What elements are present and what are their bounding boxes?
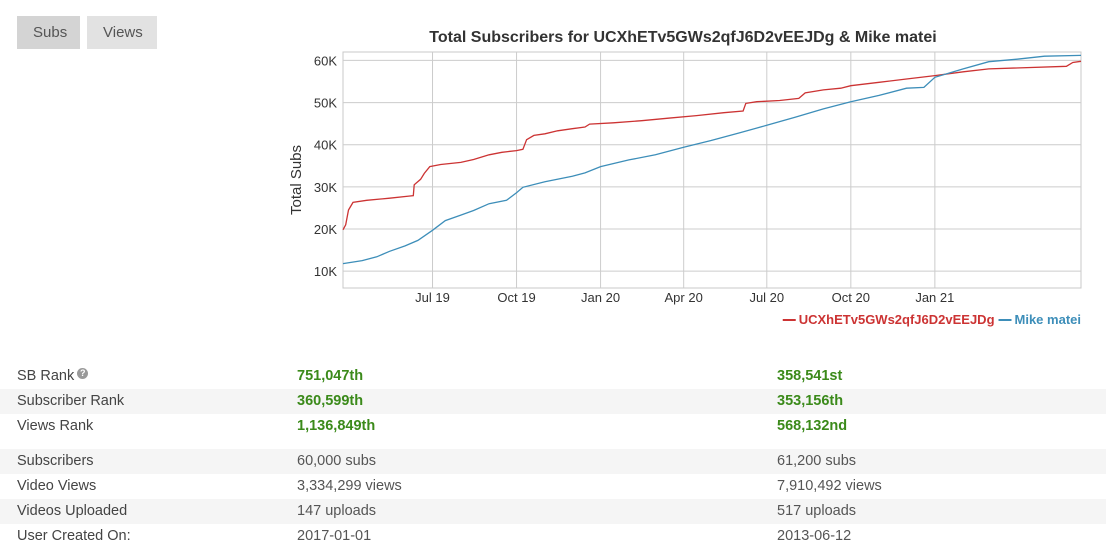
row-label: SB Rank? [17,364,89,389]
table-row: Videos Uploaded 147 uploads 517 uploads [0,499,1106,524]
table-row: Views Rank 1,136,849th 568,132nd [0,414,1106,439]
legend-label: UCXhETv5GWs2qfJ6D2vEEJDg [799,312,995,327]
row-label: Subscriber Rank [17,393,125,409]
stats-table: SB Rank? 751,047th 358,541st Subscriber … [0,364,1106,549]
x-tick-label: Jan 20 [581,290,620,305]
value-channel-1: 1,136,849th [297,418,376,434]
x-tick-label: Jul 20 [749,290,784,305]
chart-legend: Mike matei UCXhETv5GWs2qfJ6D2vEEJDg [782,312,1081,327]
series-line [342,54,1082,265]
value-channel-2: 2013-06-12 [777,528,852,544]
table-row: Subscribers 60,000 subs 61,200 subs [0,449,1106,474]
x-tick-label: Jan 21 [915,290,954,305]
tab-views[interactable]: Views [87,16,157,49]
value-channel-2: 358,541st [777,368,843,384]
chart-series [342,54,1082,265]
legend-label: Mike matei [1015,312,1081,327]
series-line [342,60,1082,231]
table-row: Subscriber Rank 360,599th 353,156th [0,389,1106,414]
chart-grid [342,51,1082,289]
value-channel-2: 568,132nd [777,418,848,434]
x-axis: Jul 19 Oct 19 Jan 20 Apr 20 Jul 20 Oct 20 Jan … [415,290,954,305]
y-tick-label: 50K [314,96,337,111]
plot-area [342,51,1082,289]
value-channel-2: 353,156th [777,393,844,409]
row-label: Videos Uploaded [17,503,128,519]
table-row: User Created On: 2017-01-01 2013-06-12 [0,524,1106,549]
value-channel-1: 751,047th [297,368,364,384]
value-channel-1: 60,000 subs [297,453,377,469]
x-tick-label: Jul 19 [415,290,450,305]
help-icon[interactable]: ? [77,368,89,379]
row-label: Subscribers [17,453,94,469]
value-channel-2: 61,200 subs [777,453,857,469]
y-tick-label: 60K [314,53,337,68]
value-channel-1: 2017-01-01 [297,528,372,544]
value-channel-2: 517 uploads [777,503,857,519]
row-label: Video Views [17,478,97,494]
x-tick-label: Oct 19 [497,290,535,305]
y-tick-label: 10K [314,264,337,279]
subscribers-chart: Total Subscribers for UCXhETv5GWs2qfJ6D2… [288,29,1082,327]
row-label: Views Rank [17,418,94,434]
y-tick-label: 20K [314,222,337,237]
y-axis: 10K 20K 30K 40K 50K 60K [314,53,337,279]
x-tick-label: Apr 20 [665,290,703,305]
tab-subs[interactable]: Subs [17,16,80,49]
chart-tabs: Subs Views [17,16,157,49]
y-tick-label: 40K [314,138,337,153]
value-channel-1: 3,334,299 views [297,478,402,494]
y-tick-label: 30K [314,180,337,195]
x-tick-label: Oct 20 [832,290,870,305]
value-channel-2: 7,910,492 views [777,478,882,494]
value-channel-1: 147 uploads [297,503,377,519]
row-label: User Created On: [17,528,131,544]
y-axis-label: Total Subs [288,145,305,215]
value-channel-1: 360,599th [297,393,364,409]
chart-title: Total Subscribers for UCXhETv5GWs2qfJ6D2… [429,29,936,46]
table-row: SB Rank? 751,047th 358,541st [0,364,1106,389]
table-row: Video Views 3,334,299 views 7,910,492 vi… [0,474,1106,499]
